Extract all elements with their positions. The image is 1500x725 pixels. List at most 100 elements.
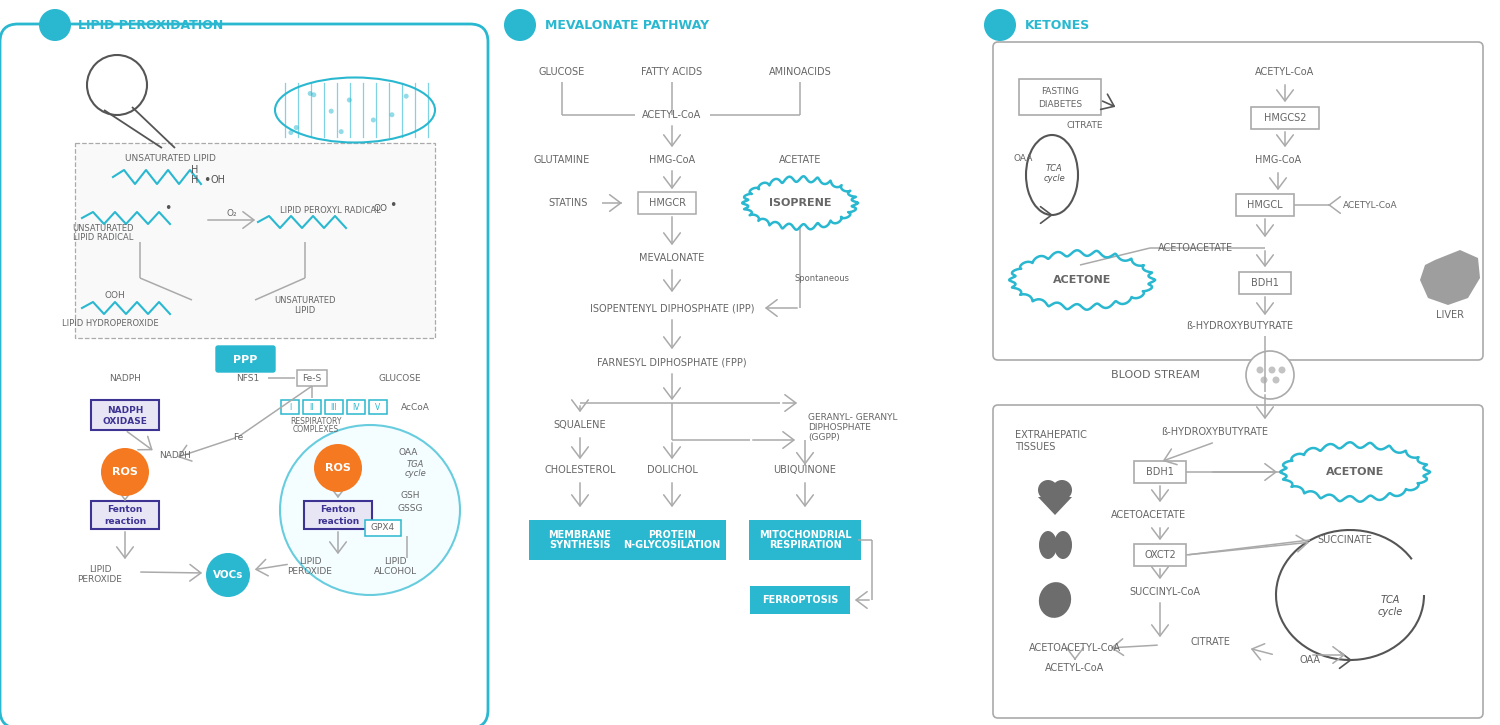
Circle shape	[1278, 367, 1286, 373]
Text: PPP: PPP	[232, 355, 256, 365]
Text: ACETOACETATE: ACETOACETATE	[1110, 510, 1185, 520]
Bar	[1236, 194, 1294, 216]
Circle shape	[294, 125, 298, 130]
Text: FERROPTOSIS: FERROPTOSIS	[762, 595, 839, 605]
Text: N-GLYCOSILATION: N-GLYCOSILATION	[624, 540, 720, 550]
Polygon shape	[1038, 497, 1072, 515]
Text: GSSG: GSSG	[398, 503, 423, 513]
Circle shape	[346, 97, 352, 102]
Circle shape	[308, 91, 312, 96]
Text: •: •	[165, 202, 171, 215]
Text: ß-HYDROXYBUTYRATE: ß-HYDROXYBUTYRATE	[1161, 427, 1269, 437]
Text: Spontaneous: Spontaneous	[795, 273, 849, 283]
Text: Fenton: Fenton	[108, 505, 142, 515]
Circle shape	[1246, 351, 1294, 399]
FancyBboxPatch shape	[216, 346, 274, 372]
Text: ACETYL-CoA: ACETYL-CoA	[1046, 663, 1104, 673]
Bar	[750, 586, 850, 614]
Text: HMGCR: HMGCR	[648, 198, 686, 208]
Text: ISOPRENE: ISOPRENE	[768, 198, 831, 208]
Text: CITRATE: CITRATE	[1190, 637, 1230, 647]
Text: ISOPENTENYL DIPHOSPHATE (IPP): ISOPENTENYL DIPHOSPHATE (IPP)	[590, 303, 754, 313]
Bar	[1239, 272, 1292, 294]
Circle shape	[87, 55, 147, 115]
Bar	[346, 400, 364, 414]
Circle shape	[370, 117, 376, 123]
Text: KETONES: KETONES	[1024, 19, 1090, 31]
Bar	[618, 520, 726, 560]
Circle shape	[100, 448, 148, 496]
Bar	[1019, 79, 1101, 115]
Text: Fe: Fe	[232, 433, 243, 442]
Circle shape	[984, 9, 1016, 41]
Text: GSH: GSH	[400, 491, 420, 500]
Text: RESPIRATION: RESPIRATION	[768, 540, 842, 550]
Text: ACETOACETATE: ACETOACETATE	[1158, 243, 1233, 253]
Text: LIPID HYDROPEROXIDE: LIPID HYDROPEROXIDE	[62, 318, 159, 328]
Text: C: C	[994, 17, 1005, 33]
Text: A: A	[50, 17, 62, 33]
Text: H: H	[192, 175, 198, 185]
Text: SQUALENE: SQUALENE	[554, 420, 606, 430]
Ellipse shape	[1040, 582, 1071, 618]
Text: MEVALONATE: MEVALONATE	[639, 253, 705, 263]
Text: UNSATURATED: UNSATURATED	[274, 296, 336, 304]
FancyBboxPatch shape	[0, 24, 488, 725]
Text: OO: OO	[374, 204, 387, 212]
Text: DIPHOSPHATE: DIPHOSPHATE	[808, 423, 871, 431]
Text: LIPID: LIPID	[298, 558, 321, 566]
Text: reaction: reaction	[104, 516, 146, 526]
Text: cycle: cycle	[404, 468, 426, 478]
Text: GLUCOSE: GLUCOSE	[378, 373, 422, 383]
Text: GLUCOSE: GLUCOSE	[538, 67, 585, 77]
Circle shape	[39, 9, 70, 41]
Text: Fe-S: Fe-S	[303, 373, 321, 383]
Text: LIPID PEROXIDATION: LIPID PEROXIDATION	[78, 19, 224, 31]
Circle shape	[1260, 376, 1268, 384]
Text: NADPH: NADPH	[159, 450, 190, 460]
Circle shape	[504, 9, 536, 41]
Text: VOCs: VOCs	[213, 570, 243, 580]
Circle shape	[328, 109, 333, 114]
Bar	[326, 400, 344, 414]
Text: ACETYL-CoA: ACETYL-CoA	[642, 110, 702, 120]
Circle shape	[1272, 376, 1280, 384]
Text: OAA: OAA	[1014, 154, 1032, 162]
Text: O₂: O₂	[226, 209, 237, 218]
Text: EXTRAHEPATIC: EXTRAHEPATIC	[1016, 430, 1088, 440]
Text: HMG-CoA: HMG-CoA	[1256, 155, 1300, 165]
Text: GLUTAMINE: GLUTAMINE	[534, 155, 590, 165]
Bar	[369, 400, 387, 414]
Text: (GGPP): (GGPP)	[808, 433, 840, 442]
Text: AMINOACIDS: AMINOACIDS	[768, 67, 831, 77]
Ellipse shape	[1040, 531, 1058, 559]
Text: UNSATURATED: UNSATURATED	[72, 223, 134, 233]
Circle shape	[1052, 480, 1072, 500]
Bar	[303, 400, 321, 414]
Text: •: •	[390, 199, 396, 212]
Text: BDH1: BDH1	[1251, 278, 1280, 288]
Text: NADPH: NADPH	[110, 373, 141, 383]
Text: UBIQUINONE: UBIQUINONE	[774, 465, 837, 475]
Circle shape	[206, 553, 251, 597]
Text: PEROXIDE: PEROXIDE	[78, 576, 123, 584]
Bar	[1134, 544, 1186, 566]
Text: LIPID: LIPID	[88, 566, 111, 574]
Text: IV: IV	[352, 402, 360, 412]
Circle shape	[314, 444, 362, 492]
Text: ACETONE: ACETONE	[1326, 467, 1384, 477]
Text: Fenton: Fenton	[321, 505, 356, 515]
Text: ROS: ROS	[112, 467, 138, 477]
Polygon shape	[1420, 250, 1480, 305]
Text: GERANYL- GERANYL: GERANYL- GERANYL	[808, 413, 897, 421]
FancyBboxPatch shape	[993, 405, 1484, 718]
Text: cycle: cycle	[1377, 607, 1402, 617]
Text: OAA: OAA	[1299, 655, 1320, 665]
Text: TGA: TGA	[406, 460, 423, 468]
Circle shape	[339, 129, 344, 134]
Text: HMG-CoA: HMG-CoA	[650, 155, 694, 165]
Text: SUCCINATE: SUCCINATE	[1317, 535, 1372, 545]
Text: LIVER: LIVER	[1436, 310, 1464, 320]
Bar	[1251, 107, 1318, 129]
Text: B: B	[514, 17, 526, 33]
